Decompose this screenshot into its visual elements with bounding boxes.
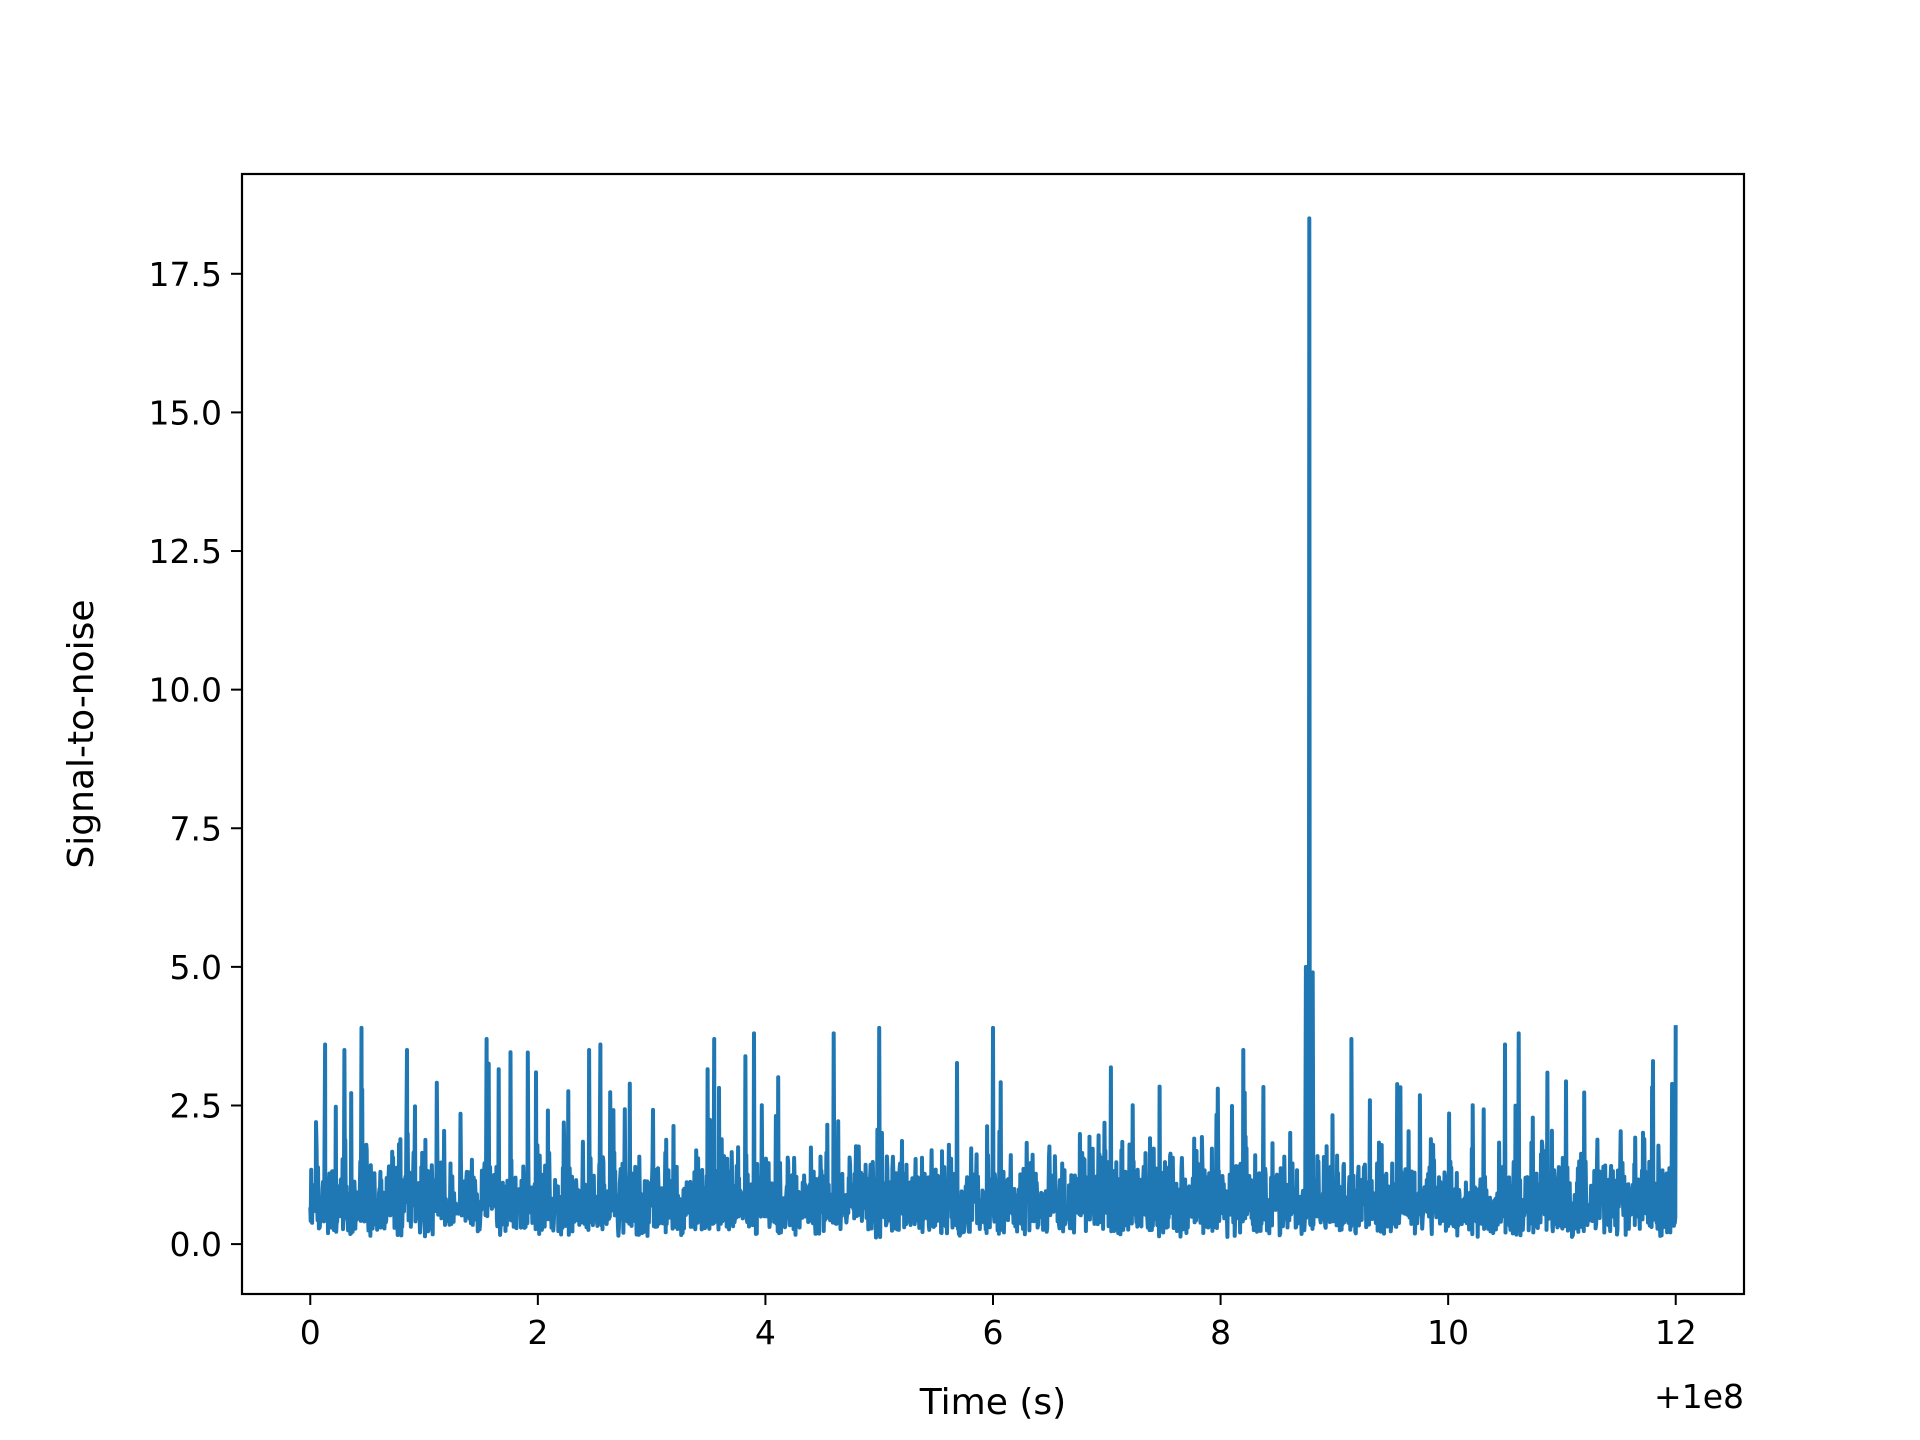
- y-tick-label: 15.0: [149, 393, 222, 432]
- x-tick-label: 4: [755, 1313, 776, 1352]
- x-tick-label: 6: [983, 1313, 1004, 1352]
- x-tick-label: 10: [1427, 1313, 1469, 1352]
- y-axis-label: Signal-to-noise: [61, 599, 102, 868]
- x-offset-label: +1e8: [1654, 1377, 1744, 1416]
- x-tick-label: 8: [1210, 1313, 1231, 1352]
- x-tick-label: 12: [1655, 1313, 1697, 1352]
- y-tick-label: 0.0: [170, 1225, 222, 1264]
- y-axis-ticks: 0.0 2.5 5.0 7.5 10.0 12.5 15.0 17.5: [149, 255, 242, 1264]
- snr-series-line: [308, 216, 1678, 1240]
- x-tick-label: 2: [527, 1313, 548, 1352]
- x-tick-label: 0: [300, 1313, 321, 1352]
- y-tick-label: 2.5: [170, 1086, 222, 1125]
- y-tick-label: 7.5: [170, 809, 222, 848]
- y-tick-label: 17.5: [149, 255, 222, 294]
- x-axis-ticks: 0 2 4 6 8 10 12: [300, 1294, 1697, 1352]
- x-axis-label: Time (s): [919, 1382, 1066, 1423]
- y-tick-label: 10.0: [149, 671, 222, 710]
- y-tick-label: 12.5: [149, 532, 222, 571]
- series-layer: [308, 216, 1678, 1240]
- y-tick-label: 5.0: [170, 948, 222, 987]
